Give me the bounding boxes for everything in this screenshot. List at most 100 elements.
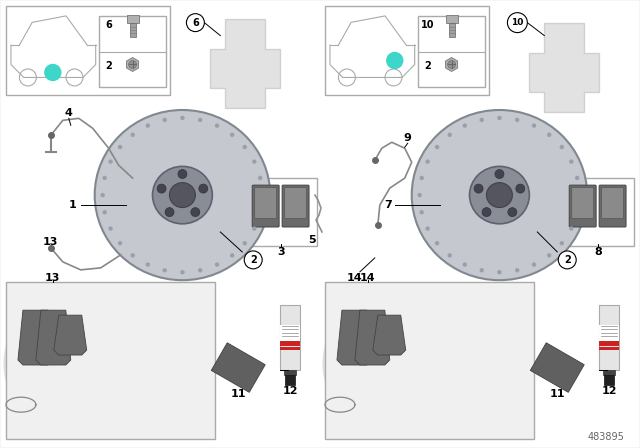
Circle shape	[515, 118, 520, 122]
Circle shape	[258, 210, 262, 215]
Circle shape	[447, 253, 452, 258]
Polygon shape	[211, 343, 265, 392]
Text: 13: 13	[45, 273, 61, 283]
Bar	[325, 282, 534, 439]
Text: 10: 10	[421, 20, 435, 30]
Bar	[245, 178, 317, 246]
Circle shape	[108, 159, 113, 164]
Circle shape	[163, 118, 167, 122]
Circle shape	[495, 169, 504, 178]
Polygon shape	[36, 310, 71, 365]
Polygon shape	[79, 306, 157, 416]
Circle shape	[417, 193, 422, 197]
Bar	[6, 282, 215, 439]
Circle shape	[497, 270, 502, 275]
Circle shape	[559, 241, 564, 246]
Circle shape	[243, 145, 247, 149]
Bar	[604, 375, 614, 384]
Circle shape	[102, 210, 107, 215]
Circle shape	[199, 184, 208, 193]
Text: 5: 5	[308, 235, 316, 245]
Circle shape	[258, 176, 262, 180]
Circle shape	[198, 118, 202, 122]
Polygon shape	[398, 306, 476, 416]
Circle shape	[230, 253, 234, 258]
Ellipse shape	[95, 110, 270, 280]
Circle shape	[146, 263, 150, 267]
Circle shape	[129, 60, 136, 69]
Ellipse shape	[152, 166, 212, 224]
Circle shape	[426, 226, 430, 231]
Bar	[285, 375, 295, 384]
Circle shape	[575, 210, 579, 215]
Text: 7: 7	[384, 200, 392, 210]
Bar	[563, 178, 634, 246]
Bar	[280, 325, 300, 340]
Circle shape	[131, 133, 135, 137]
Polygon shape	[18, 310, 53, 365]
Circle shape	[575, 176, 579, 180]
Polygon shape	[531, 343, 584, 392]
Text: 10: 10	[511, 18, 524, 27]
Text: 14: 14	[347, 273, 363, 283]
Bar	[599, 325, 619, 340]
Circle shape	[244, 251, 262, 269]
FancyBboxPatch shape	[282, 185, 309, 227]
Text: 14: 14	[360, 273, 376, 283]
Polygon shape	[445, 57, 458, 72]
FancyBboxPatch shape	[569, 185, 596, 227]
Circle shape	[447, 60, 456, 69]
Circle shape	[178, 169, 187, 178]
Text: 2: 2	[106, 61, 112, 72]
Circle shape	[482, 207, 491, 217]
Text: 2: 2	[424, 61, 431, 72]
Circle shape	[108, 226, 113, 231]
Circle shape	[146, 123, 150, 128]
Text: 11: 11	[230, 389, 246, 400]
Circle shape	[547, 253, 551, 258]
FancyBboxPatch shape	[285, 188, 307, 219]
Circle shape	[118, 241, 122, 246]
Ellipse shape	[170, 183, 195, 207]
Circle shape	[569, 159, 573, 164]
Circle shape	[260, 193, 264, 197]
Circle shape	[165, 207, 174, 217]
Text: 2: 2	[564, 255, 571, 265]
Bar	[603, 370, 615, 375]
Bar	[129, 23, 136, 37]
Circle shape	[497, 116, 502, 120]
Circle shape	[230, 133, 234, 137]
Circle shape	[191, 207, 200, 217]
Circle shape	[463, 263, 467, 267]
Circle shape	[569, 226, 573, 231]
Circle shape	[435, 241, 439, 246]
Circle shape	[547, 133, 551, 137]
Circle shape	[215, 263, 220, 267]
Text: 12: 12	[602, 387, 617, 396]
Text: 11: 11	[550, 389, 565, 400]
FancyBboxPatch shape	[572, 188, 594, 219]
Bar	[599, 305, 619, 370]
Circle shape	[186, 13, 204, 32]
FancyBboxPatch shape	[599, 185, 626, 227]
Circle shape	[447, 133, 452, 137]
Polygon shape	[373, 315, 406, 355]
Text: 6: 6	[192, 17, 199, 28]
Bar	[449, 23, 454, 37]
Bar	[325, 6, 490, 95]
Circle shape	[435, 145, 439, 149]
Circle shape	[157, 184, 166, 193]
Bar	[284, 370, 296, 375]
Circle shape	[577, 193, 581, 197]
Circle shape	[419, 176, 424, 180]
Circle shape	[45, 65, 61, 81]
Circle shape	[131, 253, 135, 258]
Bar	[599, 340, 619, 346]
Circle shape	[387, 52, 403, 69]
Bar	[6, 6, 170, 95]
Circle shape	[198, 268, 202, 272]
Circle shape	[163, 268, 167, 272]
Circle shape	[558, 251, 576, 269]
Circle shape	[479, 118, 484, 122]
Circle shape	[474, 184, 483, 193]
